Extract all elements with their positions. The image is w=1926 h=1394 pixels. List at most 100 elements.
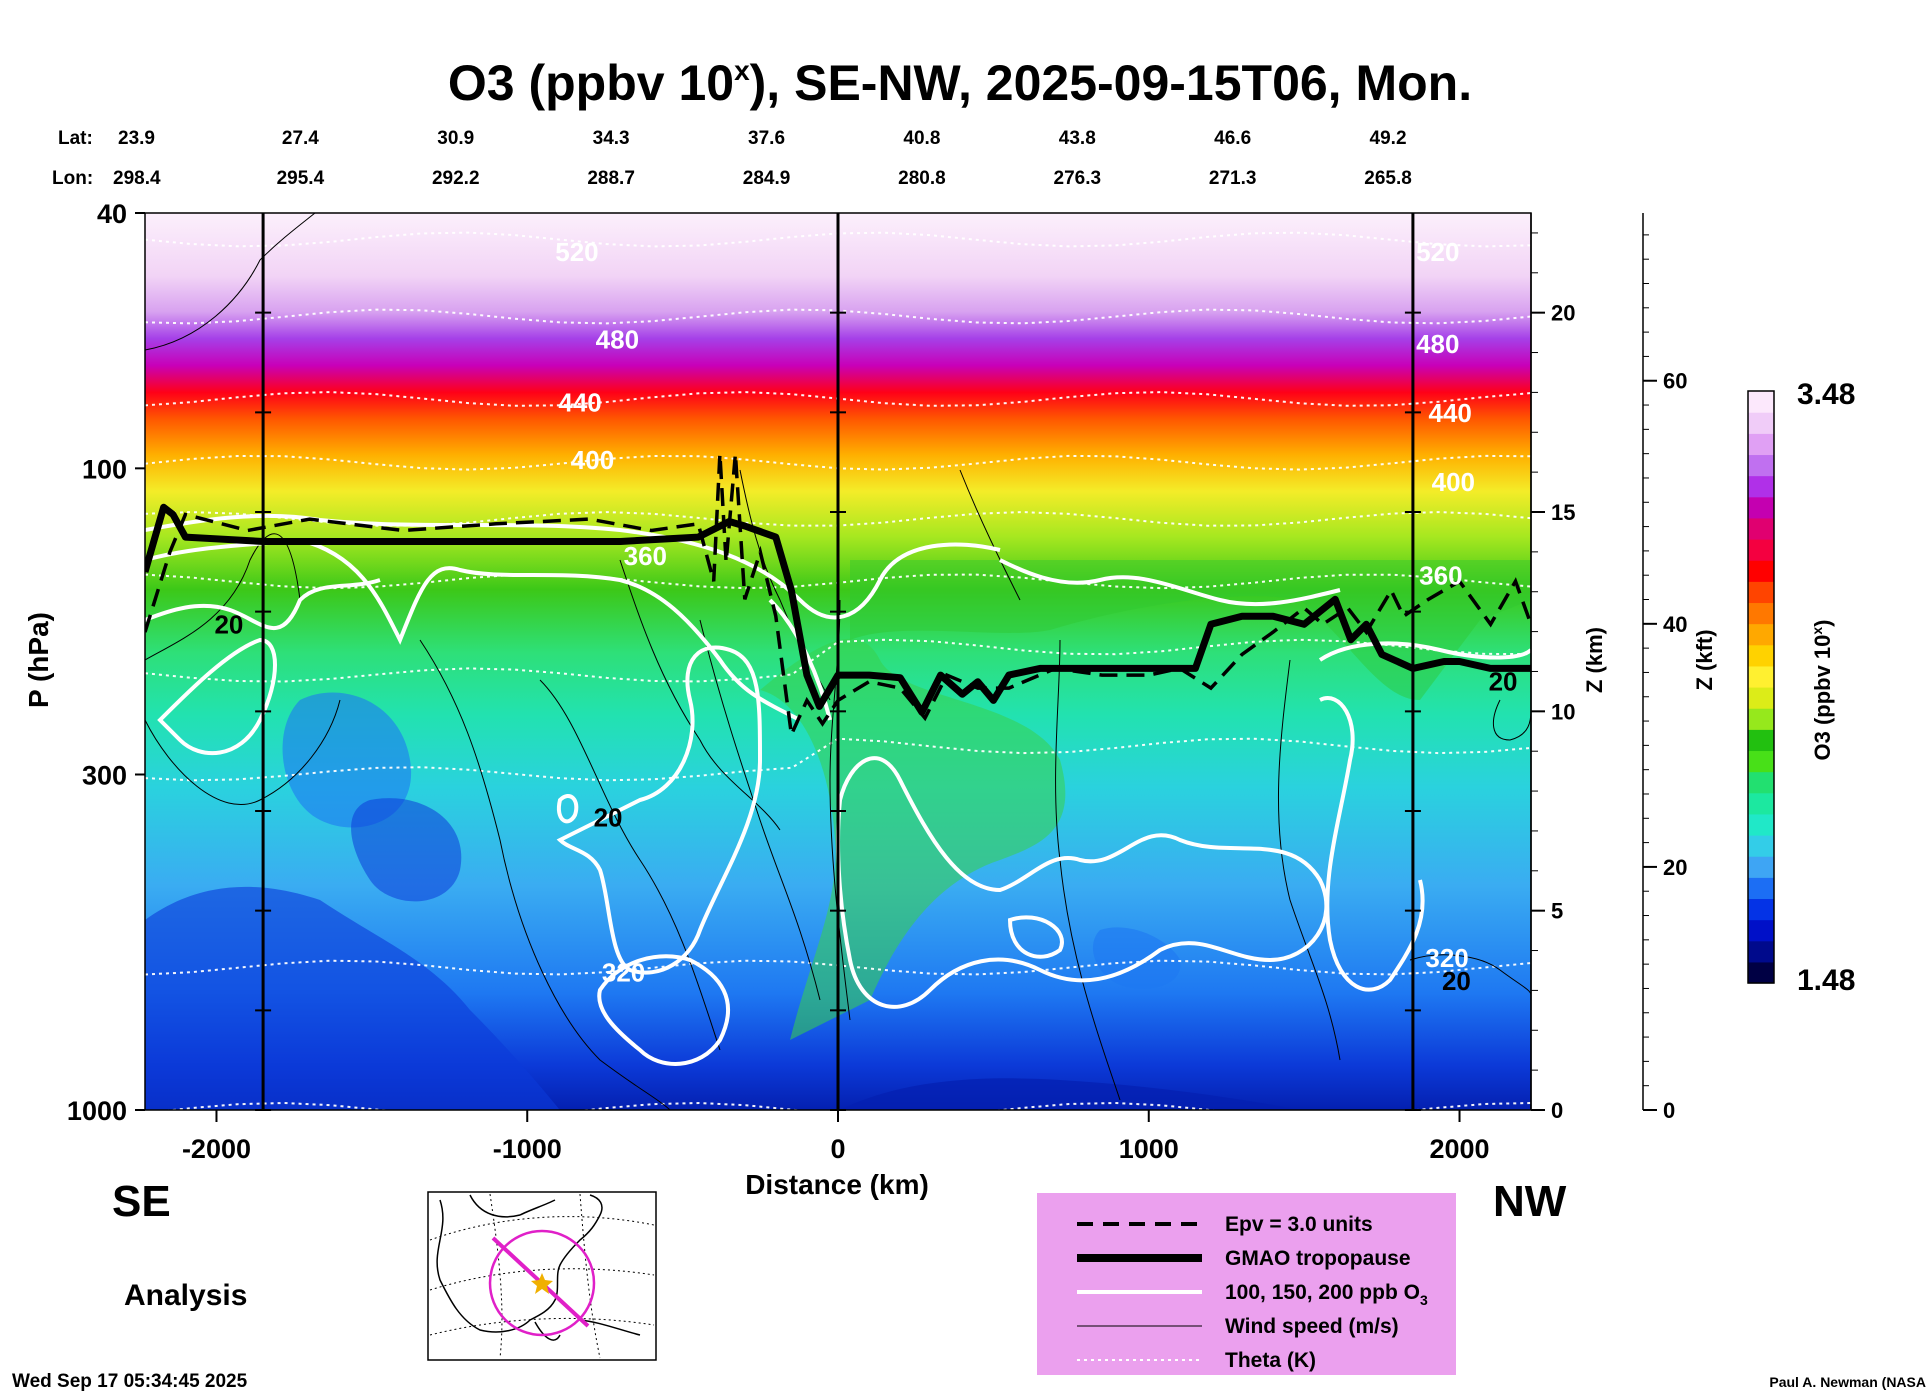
legend-label: Epv = 3.0 units (1225, 1213, 1373, 1236)
lon-value: 271.3 (1209, 168, 1257, 189)
wind-contour-11 (1492, 699, 1531, 741)
colorbar-title: O3 (ppbv 10x) (1809, 619, 1835, 760)
colorbar-max-label: 3.48 (1797, 378, 1855, 411)
lon-value: 292.2 (432, 168, 480, 189)
lon-value: 280.8 (898, 168, 946, 189)
colorbar-step (1748, 729, 1774, 752)
theta-contour-label: 360 (1419, 561, 1462, 591)
legend-label-text: Wind speed (m/s) (1225, 1315, 1399, 1338)
wind-contour-label: 20 (594, 802, 623, 832)
lon-row-label: Lon: (52, 168, 93, 189)
legend-label-text: Epv = 3.0 units (1225, 1213, 1373, 1236)
analysis-label: Analysis (124, 1279, 247, 1312)
x-tick-label: 0 (830, 1134, 845, 1164)
legend: Epv = 3.0 units GMAO tropopause 100, 150, … (1037, 1193, 1456, 1375)
y-axis-label: P (hPa) (23, 612, 54, 708)
colorbar-step (1748, 623, 1774, 646)
lon-value: 295.4 (277, 168, 325, 189)
z-km-tick-label: 5 (1551, 899, 1563, 924)
lat-value: 49.2 (1370, 128, 1407, 149)
theta-isentrope (145, 638, 1531, 683)
timestamp-text: Wed Sep 17 05:34:45 2025 (12, 1371, 248, 1392)
x-tick-label: -1000 (493, 1134, 562, 1164)
o3-contour-east (1318, 641, 1531, 662)
colorbar-step (1748, 687, 1774, 709)
legend-label-text: 100, 150, 200 ppb O (1225, 1281, 1420, 1304)
o3-contour-south (597, 954, 731, 1066)
legend-label: Theta (K) (1225, 1349, 1316, 1372)
x-tick-label: 2000 (1429, 1134, 1489, 1164)
o3-contour-east-loop (1319, 696, 1425, 992)
colorbar-title-tail: ) (1810, 619, 1835, 626)
colorbar-step (1748, 560, 1774, 582)
lat-value: 34.3 (593, 128, 630, 149)
theta-contour-label: 480 (596, 325, 639, 355)
map-coastline (436, 1194, 641, 1341)
colorbar-step (1748, 792, 1774, 815)
theta-contour-label: 360 (624, 541, 667, 571)
p-tick-label: 1000 (67, 1096, 127, 1126)
theta-contour-label: 520 (1416, 237, 1459, 267)
wind-contour-10 (1277, 659, 1341, 1061)
z-km-tick-label: 10 (1551, 699, 1575, 724)
title-superscript: x (734, 55, 750, 86)
colorbar-title-sup: x (1809, 627, 1825, 635)
low-ozone-region-west (145, 886, 560, 1110)
colorbar-step (1748, 602, 1774, 625)
colorbar-step (1748, 496, 1774, 519)
z-km-tick-label: 20 (1551, 301, 1575, 326)
wind-contour-1 (145, 213, 316, 351)
colorbar-step (1748, 940, 1774, 963)
colorbar-step (1748, 475, 1774, 498)
chart-title: O3 (ppbv 10x), SE-NW, 2025-09-15T06, Mon… (448, 55, 1472, 111)
colorbar: 3.48 1.48 O3 (ppbv 10x) (1747, 378, 1855, 997)
legend-label: GMAO tropopause (1225, 1247, 1411, 1270)
legend-label: 100, 150, 200 ppb O3 (1225, 1281, 1428, 1308)
theta-contour-label: 320 (602, 957, 645, 987)
colorbar-step (1748, 813, 1774, 836)
z-kft-axis-label: Z (kft) (1692, 629, 1717, 690)
o3-contour-center (836, 756, 1329, 1009)
legend-label-text: Theta (K) (1225, 1349, 1316, 1372)
colorbar-step (1748, 539, 1774, 561)
legend-label-subscript: 3 (1420, 1292, 1428, 1308)
colorbar-step (1748, 517, 1774, 540)
colorbar-step (1748, 771, 1774, 794)
o3-contour-west-loop (157, 637, 277, 755)
z-kft-tick-label: 60 (1663, 369, 1687, 394)
lat-value: 30.9 (437, 128, 474, 149)
colorbar-title-main: O3 (ppbv 10 (1810, 635, 1835, 761)
wind-contour-14 (959, 469, 1021, 601)
title-tail: ), SE-NW, 2025-09-15T06, Mon. (750, 55, 1472, 111)
wind-contour-3 (145, 699, 341, 805)
colorbar-step (1748, 877, 1774, 900)
colorbar-step (1748, 835, 1774, 857)
legend-label-text: GMAO tropopause (1225, 1247, 1411, 1270)
z-kft-tick-label: 40 (1663, 612, 1687, 637)
nw-direction-label: NW (1493, 1177, 1567, 1226)
colorbar-step (1748, 856, 1774, 878)
lat-value: 46.6 (1214, 128, 1251, 149)
o3-contour-northeast (999, 558, 1341, 607)
colorbar-step (1748, 919, 1774, 942)
map-center-star-icon (531, 1273, 553, 1294)
epv-3-line (145, 453, 1531, 741)
colorbar-step (1748, 665, 1774, 688)
z-kft-tick-label: 0 (1663, 1098, 1675, 1123)
x-tick-label: 1000 (1119, 1134, 1179, 1164)
lon-value: 288.7 (587, 168, 635, 189)
theta-contour-label: 440 (1429, 398, 1472, 428)
colorbar-step (1748, 412, 1774, 434)
colorbar-step (1748, 581, 1774, 604)
z-kft-tick-label: 20 (1663, 855, 1687, 880)
wind-contour-4 (419, 639, 671, 1110)
o3-contour-loop-small (556, 794, 579, 824)
low-ozone-surface-east (840, 1078, 1300, 1110)
gmao-tropopause-line (145, 503, 1531, 716)
p-tick-label: 300 (82, 760, 127, 790)
theta-contour-label: 320 (1425, 943, 1468, 973)
colorbar-step (1748, 391, 1774, 413)
map-range-circle (488, 1229, 596, 1337)
wind-contour-5 (539, 679, 721, 1051)
